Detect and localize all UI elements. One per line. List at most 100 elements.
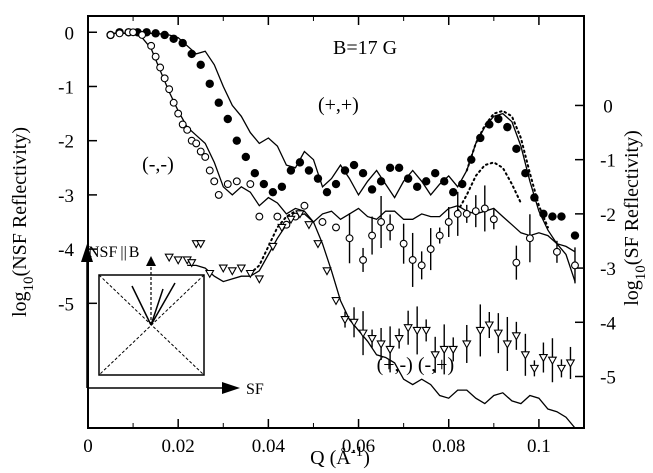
point-plus-plus xyxy=(394,163,404,172)
point-spin-flip xyxy=(268,242,278,252)
series-annotation: (+,+) xyxy=(318,94,359,116)
point-minus-minus xyxy=(525,234,534,243)
point-plus-plus xyxy=(412,182,422,191)
data-points xyxy=(106,28,580,374)
point-spin-flip xyxy=(331,297,341,306)
point-spin-flip xyxy=(412,326,422,336)
point-spin-flip xyxy=(520,351,531,360)
point-minus-minus xyxy=(214,190,223,199)
point-minus-minus xyxy=(246,180,255,189)
point-plus-plus xyxy=(557,212,566,221)
series-annotation: (-,-) xyxy=(142,154,174,176)
point-minus-minus xyxy=(174,109,183,118)
x-tick-label: 0.08 xyxy=(432,436,465,457)
point-minus-minus xyxy=(332,223,340,232)
fit-curve-solid xyxy=(110,32,576,282)
point-spin-flip xyxy=(511,332,522,341)
point-plus-plus xyxy=(440,177,449,186)
point-plus-plus xyxy=(376,177,386,186)
right-tick-label: -1 xyxy=(600,151,616,172)
x-tick-label: 0.04 xyxy=(252,436,286,457)
point-minus-minus xyxy=(453,209,462,218)
point-plus-plus xyxy=(268,187,278,197)
point-plus-plus xyxy=(521,169,530,178)
point-plus-plus xyxy=(421,177,431,186)
point-plus-plus xyxy=(485,120,494,129)
point-spin-flip xyxy=(448,345,458,355)
point-spin-flip xyxy=(493,329,504,339)
point-plus-plus xyxy=(449,187,458,197)
point-spin-flip xyxy=(195,240,206,249)
point-minus-minus xyxy=(571,261,579,270)
point-spin-flip xyxy=(565,359,576,368)
point-plus-plus xyxy=(322,187,332,197)
point-spin-flip xyxy=(227,267,238,276)
point-minus-minus xyxy=(368,231,377,240)
point-plus-plus xyxy=(467,155,476,164)
point-minus-minus xyxy=(255,212,264,221)
left-tick-label: -3 xyxy=(58,186,74,207)
point-minus-minus xyxy=(300,201,309,210)
point-spin-flip xyxy=(313,240,323,249)
point-plus-plus xyxy=(367,185,377,194)
point-minus-minus xyxy=(377,218,386,226)
point-minus-minus xyxy=(165,85,174,94)
right-tick-label: -5 xyxy=(600,368,616,389)
point-minus-minus xyxy=(386,223,395,232)
point-minus-minus xyxy=(345,234,354,243)
point-spin-flip xyxy=(502,340,513,349)
point-plus-plus xyxy=(277,182,287,191)
point-minus-minus xyxy=(178,120,187,129)
nsf-axis-arrowhead xyxy=(81,244,93,262)
point-minus-minus xyxy=(273,212,282,221)
point-plus-plus xyxy=(512,144,521,154)
point-plus-plus xyxy=(304,166,314,175)
point-minus-minus xyxy=(138,31,147,39)
annotations: (+,+) (-,-) (+,-) (-,+) xyxy=(142,94,454,376)
point-minus-minus xyxy=(156,63,165,72)
x-tick-label: 0.1 xyxy=(527,436,551,457)
point-minus-minus xyxy=(160,74,169,83)
point-minus-minus xyxy=(408,255,417,264)
tick-labels: 0 0.02 0.04 0.06 0.08 0.1 0 -1 -2 -3 -4 -5 0 -1 -2 -3 -4… xyxy=(58,23,616,457)
point-spin-flip xyxy=(556,364,567,374)
point-spin-flip xyxy=(277,223,287,233)
point-plus-plus xyxy=(286,166,296,175)
point-spin-flip xyxy=(173,256,183,265)
nsf-axis-label: NSF || B xyxy=(88,244,139,261)
point-plus-plus xyxy=(548,212,557,221)
point-spin-flip xyxy=(340,316,350,325)
point-minus-minus xyxy=(192,139,201,148)
point-plus-plus xyxy=(241,152,251,162)
fit-curve-dotted xyxy=(249,210,306,275)
point-minus-minus xyxy=(417,261,426,270)
point-minus-minus xyxy=(210,177,219,186)
point-plus-plus xyxy=(458,179,467,189)
y-axis-label-right: log10(SF Reflectivity) xyxy=(621,130,649,306)
sf-axis-label: SF xyxy=(246,381,264,398)
point-plus-plus xyxy=(385,163,395,172)
point-minus-minus xyxy=(489,215,498,224)
point-minus-minus xyxy=(129,28,138,37)
point-plus-plus xyxy=(232,136,241,145)
x-tick-label: 0.06 xyxy=(342,436,375,457)
point-plus-plus xyxy=(503,122,512,132)
point-spin-flip xyxy=(484,321,495,330)
inset-diagram: NSF || B SF xyxy=(81,244,264,398)
point-minus-minus xyxy=(318,218,327,226)
point-minus-minus xyxy=(147,41,156,50)
point-minus-minus xyxy=(471,207,480,216)
point-plus-plus xyxy=(160,30,169,40)
point-spin-flip xyxy=(245,269,256,279)
point-spin-flip xyxy=(322,267,332,276)
fit-curve-dotted xyxy=(465,109,549,229)
point-spin-flip xyxy=(286,215,296,225)
point-plus-plus xyxy=(358,169,368,178)
point-spin-flip xyxy=(403,324,413,333)
point-minus-minus xyxy=(444,218,453,226)
point-plus-plus xyxy=(340,166,350,175)
sf-axis-arrowhead xyxy=(222,382,240,394)
point-spin-flip xyxy=(367,335,377,344)
point-plus-plus xyxy=(494,114,503,124)
